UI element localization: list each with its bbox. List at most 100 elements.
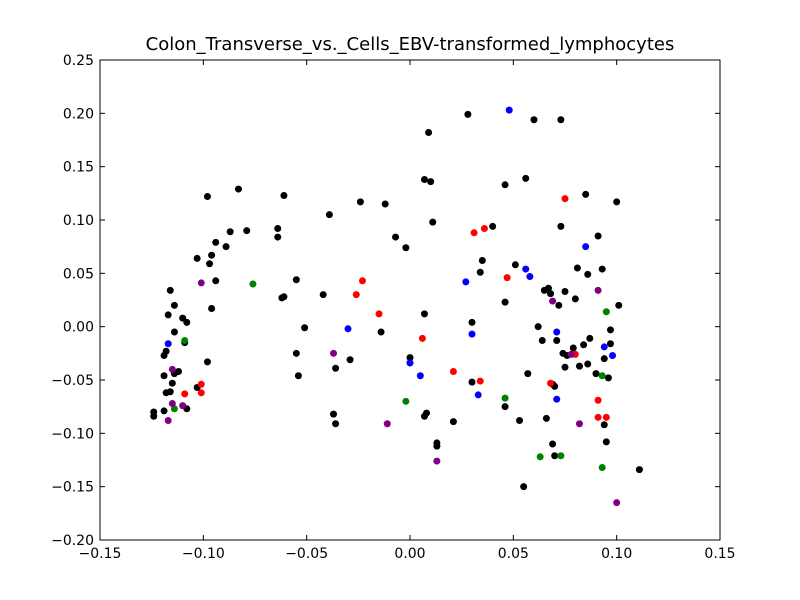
data-point: [530, 116, 538, 124]
y-tick-label: 0.05: [63, 266, 94, 282]
data-point: [332, 420, 340, 428]
x-tick-label: 0.00: [394, 546, 425, 562]
data-point: [573, 264, 581, 272]
data-point: [162, 347, 170, 355]
data-point: [536, 453, 544, 461]
data-point: [462, 278, 470, 286]
data-point: [594, 232, 602, 240]
data-point: [166, 286, 174, 294]
y-tick-label: −0.15: [51, 480, 94, 496]
data-point: [381, 200, 389, 208]
data-point: [586, 334, 594, 342]
data-point: [555, 301, 563, 309]
data-point: [571, 295, 579, 303]
data-point: [226, 228, 234, 236]
data-point: [175, 367, 183, 375]
data-point: [406, 359, 414, 367]
data-point: [522, 265, 530, 273]
y-tick-label: 0.15: [63, 160, 94, 176]
data-point: [332, 364, 340, 372]
data-point: [203, 193, 211, 201]
data-point: [164, 417, 172, 425]
data-point: [524, 370, 532, 378]
data-point: [470, 229, 478, 237]
data-point: [600, 343, 608, 351]
data-point: [553, 328, 561, 336]
data-point: [212, 277, 220, 285]
data-point: [166, 388, 174, 396]
data-point: [547, 290, 555, 298]
data-point: [520, 483, 528, 491]
data-point: [561, 195, 569, 203]
data-point: [292, 349, 300, 357]
data-point: [280, 293, 288, 301]
data-point: [553, 395, 561, 403]
data-point: [584, 270, 592, 278]
axis-ticks: −0.15 −0.10 −0.05 0.00 0.05 0.10 0.15−0.20−0.1…: [51, 53, 735, 562]
data-point: [613, 198, 621, 206]
data-point: [580, 341, 588, 349]
data-point: [478, 257, 486, 265]
data-point: [542, 414, 550, 422]
data-point: [501, 181, 509, 189]
data-point: [598, 265, 606, 273]
data-point: [569, 344, 577, 352]
x-tick-label: −0.15: [79, 546, 122, 562]
data-point: [392, 233, 400, 241]
plot-frame: [99, 59, 721, 541]
data-point: [501, 394, 509, 402]
data-point: [164, 311, 172, 319]
data-point: [594, 396, 602, 404]
data-point: [292, 276, 300, 284]
data-point: [181, 337, 189, 345]
data-point: [206, 260, 214, 268]
data-point: [222, 243, 230, 251]
y-tick-label: 0.20: [63, 106, 94, 122]
data-point: [164, 340, 172, 348]
data-point: [234, 185, 242, 193]
data-point: [418, 334, 426, 342]
data-point: [179, 402, 187, 410]
data-point: [274, 233, 282, 241]
data-point: [604, 374, 612, 382]
data-point: [301, 324, 309, 332]
data-point: [193, 254, 201, 262]
data-point: [468, 378, 476, 386]
x-tick-label: −0.10: [182, 546, 225, 562]
data-point: [474, 391, 482, 399]
data-point: [274, 225, 282, 233]
data-point: [212, 238, 220, 246]
data-point: [160, 407, 168, 415]
data-point: [402, 397, 410, 405]
y-tick-label: −0.10: [51, 426, 94, 442]
data-point: [208, 305, 216, 313]
data-point: [561, 363, 569, 371]
data-point: [600, 355, 608, 363]
data-point: [476, 377, 484, 385]
data-point: [557, 452, 565, 460]
data-point: [615, 301, 623, 309]
data-point: [420, 175, 428, 183]
data-point: [377, 328, 385, 336]
data-point: [606, 340, 614, 348]
data-point: [402, 244, 410, 252]
data-point: [606, 326, 614, 334]
data-point: [170, 328, 178, 336]
data-point: [168, 399, 176, 407]
data-point: [416, 372, 424, 380]
data-point: [549, 440, 557, 448]
data-point: [489, 222, 497, 230]
data-point: [425, 129, 433, 137]
data-point: [613, 499, 621, 507]
data-point: [383, 420, 391, 428]
y-tick-label: 0.00: [63, 320, 94, 336]
y-tick-label: −0.20: [51, 533, 94, 549]
data-point: [423, 409, 431, 417]
data-point: [584, 360, 592, 368]
x-tick-label: 0.05: [498, 546, 529, 562]
data-point: [170, 301, 178, 309]
data-point: [168, 365, 176, 373]
data-point: [346, 356, 354, 364]
